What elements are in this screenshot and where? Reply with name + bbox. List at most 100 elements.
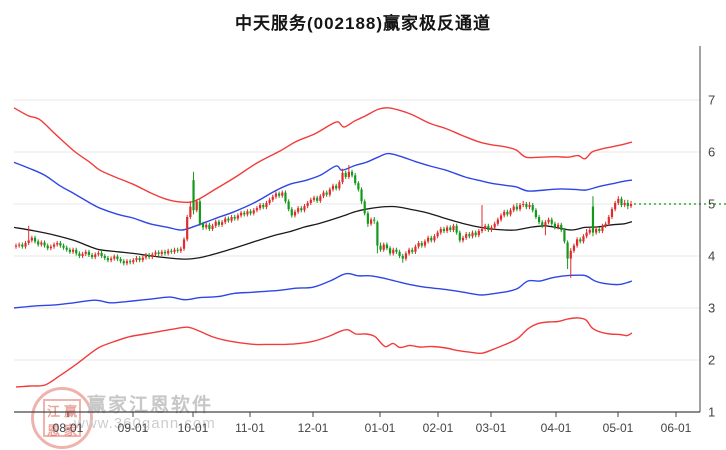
- candle-body: [487, 225, 490, 230]
- x-tick-label: 01-01: [365, 421, 396, 435]
- candle-body: [141, 257, 144, 261]
- candle-body: [446, 227, 449, 232]
- candle-body: [163, 251, 167, 254]
- candle-body: [265, 202, 268, 208]
- candle-body: [522, 204, 525, 206]
- candle-body: [125, 261, 129, 264]
- candle-body: [87, 251, 91, 255]
- candle-body: [255, 208, 259, 211]
- candle-body: [271, 196, 274, 200]
- x-tick-label: 11-01: [235, 421, 265, 435]
- candle-body: [572, 245, 576, 251]
- candle-body: [376, 222, 379, 246]
- candle-body: [284, 192, 287, 202]
- candle-body: [52, 244, 56, 247]
- candle-body: [382, 244, 385, 250]
- candle-body: [401, 256, 404, 259]
- candle-body: [566, 242, 569, 259]
- candle-body: [173, 249, 176, 252]
- candle-body: [170, 250, 173, 252]
- candle-body: [62, 245, 65, 248]
- candle-body: [167, 250, 170, 254]
- candle-body: [144, 254, 148, 258]
- band-mid-black: [13, 205, 633, 260]
- candle-body: [84, 251, 87, 254]
- candle-body: [90, 254, 94, 258]
- x-tick-label: 05-01: [603, 421, 634, 435]
- candle-body: [78, 253, 81, 256]
- candle-body: [18, 244, 21, 246]
- candle-body: [56, 243, 59, 245]
- candle-body: [21, 244, 24, 247]
- candle-body: [300, 208, 303, 211]
- x-tick-label: 10-01: [178, 421, 209, 435]
- candle-body: [40, 242, 43, 245]
- candle-body: [110, 258, 113, 261]
- y-tick-label: 7: [708, 93, 715, 108]
- candle-body: [484, 225, 487, 229]
- candle-body: [331, 185, 335, 190]
- candle-body: [262, 205, 265, 208]
- gridlines: [14, 99, 700, 361]
- candle-body: [236, 215, 240, 219]
- candle-body: [49, 246, 52, 249]
- candle-body: [354, 175, 357, 184]
- x-tick-label: 08-01: [53, 421, 84, 435]
- candle-body: [274, 193, 278, 197]
- candle-body: [420, 243, 423, 246]
- candle-body: [385, 244, 388, 249]
- candle-body: [297, 208, 300, 212]
- candle-body: [617, 198, 620, 203]
- candle-body: [563, 230, 566, 242]
- candle-body: [379, 245, 382, 250]
- candle-body: [97, 252, 100, 255]
- candle-body: [550, 219, 553, 224]
- candle-body: [582, 236, 585, 242]
- candle-body: [366, 213, 369, 224]
- candle-body: [427, 237, 430, 242]
- x-tick-label: 06-01: [661, 421, 692, 435]
- candle-body: [595, 228, 598, 233]
- band-extreme-lower-red: [15, 317, 633, 388]
- candle-body: [186, 217, 189, 240]
- candle-body: [471, 232, 474, 237]
- candle-body: [208, 224, 211, 229]
- candle-body: [392, 249, 395, 254]
- candle-body: [157, 252, 160, 254]
- candle-body: [249, 211, 252, 214]
- candle-body: [430, 237, 433, 241]
- candle-body: [509, 210, 512, 215]
- candle-body: [179, 248, 182, 251]
- candle-body: [328, 189, 331, 195]
- candle-body: [259, 205, 262, 209]
- candle-body: [293, 211, 297, 216]
- watermark-url: www.360gann.com: [74, 415, 216, 432]
- candle-body: [512, 206, 515, 211]
- candle-body: [610, 209, 614, 217]
- candle-body: [230, 217, 233, 221]
- candle-body: [490, 227, 493, 230]
- candle-body: [423, 241, 427, 246]
- candle-body: [439, 228, 442, 233]
- candle-body: [322, 192, 325, 197]
- candle-body: [103, 256, 106, 259]
- candle-body: [350, 171, 354, 176]
- y-tick-label: 6: [708, 145, 715, 160]
- candle-body: [347, 171, 350, 177]
- candle-body: [373, 219, 376, 221]
- candle-body: [312, 197, 316, 200]
- candle-body: [506, 211, 509, 215]
- candle-body: [541, 222, 544, 226]
- candle-body: [14, 245, 18, 247]
- candle-body: [452, 225, 455, 230]
- candle-body: [278, 193, 281, 196]
- candle-body: [357, 183, 360, 190]
- axes: 08-01 09-01 10-01 11-01 12-01 01-01 02-01 03-01…: [14, 46, 715, 435]
- candle-body: [205, 224, 208, 228]
- candle-body: [531, 205, 534, 211]
- x-tick-label: 09-01: [118, 421, 149, 435]
- candle-body: [24, 243, 27, 247]
- candle-body: [369, 219, 373, 224]
- candle-body: [233, 217, 236, 219]
- candle-body: [325, 192, 328, 195]
